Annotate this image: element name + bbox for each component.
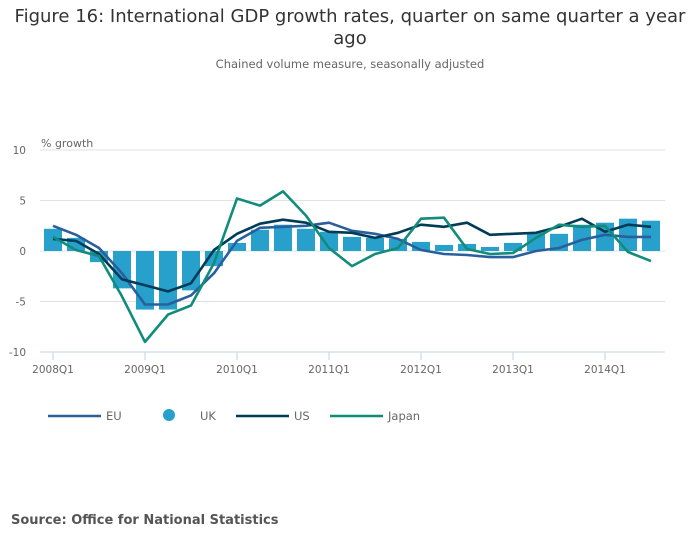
legend-label: UK [200,409,216,423]
source-note: Source: Office for National Statistics [11,513,279,528]
legend-label: US [294,409,310,423]
x-axis: 2008Q1 2009Q1 2010Q1 2011Q1 2012Q1 2013Q1 2014… [32,351,665,376]
chart-subtitle: Chained volume measure, seasonally adjus… [215,57,485,71]
legend-item-eu[interactable]: EU [48,409,122,423]
bar-uk-2010Q4 [297,228,315,251]
legend-item-japan[interactable]: Japan [330,409,420,423]
x-tick-label: 2008Q1 [32,364,74,376]
y-tick-label: 10 [13,145,26,157]
bar-uk-2010Q2 [251,229,269,251]
bar-uk-2013Q2 [527,232,545,251]
legend-item-us[interactable]: US [236,409,310,423]
x-tick-label: 2009Q1 [124,364,166,376]
y-tick-label: -5 [16,297,26,309]
y-tick-label: -10 [9,347,26,359]
bar-uk-2011Q3 [366,237,384,251]
x-tick-label: 2011Q1 [308,364,350,376]
bar-uk-2013Q1 [504,242,522,251]
x-tick-label: 2014Q1 [584,364,626,376]
legend-label: Japan [387,409,420,423]
bar-uk-2011Q1 [320,231,338,251]
legend-item-uk[interactable]: UK [163,409,216,423]
legend-label: EU [106,409,122,423]
x-tick-label: 2012Q1 [400,364,442,376]
bar-uk-2010Q1 [228,242,246,251]
bar-uk-2009Q1 [136,251,154,310]
bar-uk-2009Q2 [159,251,177,310]
bar-uk-2011Q2 [343,236,361,251]
legend: EU UK US Japan [48,409,420,423]
line-japan [52,190,652,344]
line-eu [52,221,651,306]
x-tick-label: 2013Q1 [492,364,534,376]
legend-swatch-dot [163,409,175,421]
series-lines [52,190,652,344]
x-tick-label: 2010Q1 [216,364,258,376]
bar-uk-2012Q4 [481,246,499,251]
chart-title: Figure 16: International GDP growth rate… [14,6,686,49]
y-tick-label: 0 [19,246,26,258]
bar-uk-2012Q1 [412,241,430,251]
bar-uk-2013Q4 [573,224,591,251]
y-axis-title: % growth [41,137,93,150]
y-axis: 10 5 0 -5 -10 [9,145,26,359]
bar-uk-2012Q2 [435,244,453,251]
y-tick-label: 5 [19,196,26,208]
bar-uk-2009Q3 [182,251,200,291]
bar-uk-2010Q3 [274,224,292,251]
